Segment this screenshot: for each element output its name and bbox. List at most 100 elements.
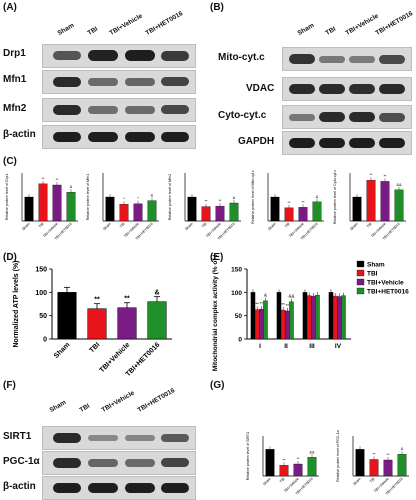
x-tick-label: TBI	[201, 222, 208, 229]
panel-b: Sham TBI TBI+Vehicle TBI+HET0016 Mito-cy…	[208, 8, 416, 155]
chart-c3: Relative protein level of Mfn2 Sham ** TBI *…	[168, 173, 241, 241]
bar-sham	[270, 196, 280, 222]
bar-sham	[328, 292, 334, 340]
significance-label: **	[94, 297, 100, 304]
y-axis-label: Relative protein level of SIRT1	[246, 432, 250, 480]
bar-sham	[250, 292, 256, 340]
bar-tbi-het0016	[289, 301, 294, 340]
significance-label: **	[281, 302, 285, 307]
significance-label: &	[151, 193, 154, 198]
x-tick-label: Sham	[53, 341, 71, 359]
bar-tbi-het0016	[147, 301, 167, 340]
x-tick-label: TBI+Vehicle	[99, 341, 132, 374]
bar-tbi	[280, 309, 286, 340]
legend-label: TBI+HET0016	[367, 289, 409, 296]
significance-label: **	[287, 200, 291, 205]
legend-label: TBI+Vehicle	[367, 280, 404, 287]
blot-vdac	[282, 77, 412, 101]
bar-tbi-het0016	[394, 189, 404, 222]
chart-c5: Relative protein level of Cyto-cyt.c Sham…	[333, 170, 406, 241]
y-axis-label: Relative protein level of Cyto-cyt.c	[333, 170, 337, 225]
bar-tbi-het0016	[312, 201, 322, 222]
bar-sham	[24, 196, 34, 222]
significance-label: &	[401, 446, 404, 451]
x-tick-label: Sham	[184, 222, 193, 231]
significance-label: &	[316, 194, 319, 199]
significance-label: &	[233, 195, 236, 200]
bar-tbi-het0016	[147, 200, 157, 222]
y-tick-label: 0	[43, 337, 47, 344]
lane-header-b-tbi-het0016: TBI+HET0016	[374, 10, 415, 37]
lane-header-tbi: TBI	[86, 25, 100, 37]
chart-e: Mitochondrial complex activity (% of Sha…	[212, 255, 409, 371]
panel-a: Sham TBI TBI+Vehicle TBI+HET0016 Drp1 Mf…	[0, 8, 205, 150]
panel-g-label: (G)	[210, 380, 225, 391]
bar-tbi	[38, 183, 48, 222]
significance-label: **	[218, 198, 222, 203]
chart-c1: Relative protein level of Drp1 Sham ** TBI *…	[5, 173, 78, 241]
blot-pgc1a	[42, 451, 196, 475]
y-tick-label: 50	[235, 313, 243, 320]
legend-label: Sham	[367, 262, 385, 269]
bar-tbi-vehicle	[215, 205, 225, 222]
bar-tbi-vehicle	[380, 181, 390, 222]
panel-c-charts: Relative protein level of Drp1 Sham ** TBI *…	[5, 170, 406, 241]
blot-drp1	[42, 44, 196, 68]
x-tick-label: TBI	[369, 477, 376, 484]
x-tick-label: TBI	[88, 341, 101, 354]
blot-mito-cytc	[282, 47, 412, 71]
bar-tbi	[119, 204, 129, 222]
bar-tbi	[201, 206, 211, 222]
significance-label: &	[154, 290, 159, 297]
significance-label: **	[204, 199, 208, 204]
lane-header-f-tbi: TBI	[78, 402, 92, 414]
panel-f-label: (F)	[3, 380, 16, 391]
x-tick-label: II	[284, 343, 288, 350]
bar-sham	[187, 196, 197, 222]
legend-swatch	[356, 278, 365, 286]
lane-header-tbi-vehicle: TBI+Vehicle	[108, 12, 144, 37]
significance-label: **	[383, 173, 387, 178]
y-tick-label: 50	[39, 313, 47, 320]
x-tick-label: Sham	[349, 222, 358, 231]
y-tick-label: 0	[238, 337, 242, 344]
y-tick-label: 150	[35, 267, 47, 274]
legend-swatch	[356, 269, 365, 277]
blot-beta-actin	[42, 125, 196, 149]
x-tick-label: III	[309, 343, 315, 350]
bar-tbi-vehicle	[133, 203, 143, 222]
bar-tbi	[279, 465, 289, 477]
panel-c-label: (C)	[3, 156, 17, 167]
legend-label: TBI	[367, 271, 378, 278]
significance-label: **	[386, 452, 390, 457]
blot-cyto-cytc	[282, 105, 412, 129]
significance-label: *	[137, 196, 139, 201]
chart-c2: Relative protein level of Mfn1Sham*TBI*T…	[86, 173, 159, 241]
bar-tbi-vehicle	[293, 463, 303, 477]
bar-sham	[276, 292, 282, 340]
bar-tbi-het0016	[397, 453, 407, 477]
panel-a-label: (A)	[3, 2, 17, 13]
y-axis-label: Relative protein level of Mfn2	[168, 174, 172, 220]
x-tick-label: TBI	[38, 222, 45, 229]
bar-sham	[105, 196, 115, 222]
significance-label: **	[301, 199, 305, 204]
lane-header-sham: Sham	[56, 22, 76, 37]
significance-label: **	[286, 303, 290, 308]
bar-tbi	[87, 308, 107, 340]
bar-tbi	[369, 459, 379, 477]
bar-sham	[57, 292, 77, 340]
significance-label: &&	[396, 182, 402, 187]
row-label-mfn2: Mfn2	[3, 103, 27, 114]
bar-tbi	[332, 295, 338, 340]
blot-sirt1	[42, 426, 196, 450]
y-axis-label: Relative protein level of Drp1	[5, 174, 9, 220]
blot-f-beta-actin	[42, 476, 196, 500]
x-tick-label: Sham	[262, 477, 271, 486]
row-label-cyto-cytc: Cyto-cyt.c	[218, 110, 267, 121]
panel-g-charts: Relative protein level of SIRT1 Sham ** TBI…	[246, 430, 409, 496]
y-axis-label: Mitochondrial complex activity (% of Sha…	[212, 255, 219, 371]
bar-tbi-vehicle	[117, 307, 137, 340]
significance-label: **	[372, 451, 376, 456]
row-label-f-beta-actin: β-actin	[3, 481, 36, 492]
